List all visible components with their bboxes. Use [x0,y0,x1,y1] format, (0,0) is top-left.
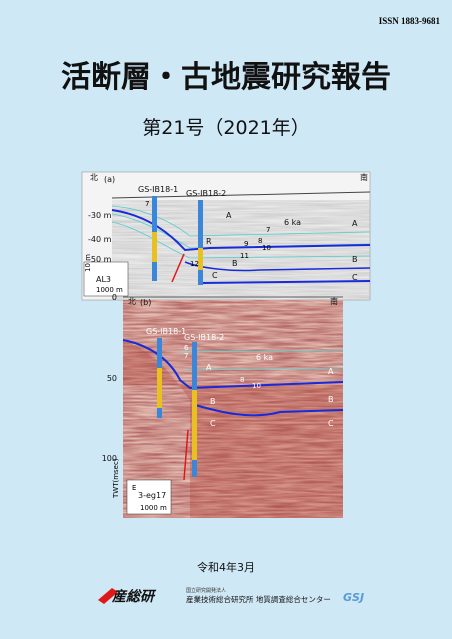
unit-label: C [352,273,358,282]
scale-label: 1000 m [140,504,167,512]
borehole-label: GS-IB18-2 [186,189,226,198]
unit-label: B [352,255,358,264]
unit-label: B [232,259,238,268]
borehole-section [192,390,197,460]
unit-label: C [328,419,334,428]
layer-label: 6 [184,344,189,352]
vscale-label: E [132,484,136,492]
time-label: 100 [102,454,117,463]
logo-mark [98,588,118,604]
issue: 第21号（2021年） [142,117,310,139]
logo: 産総研 [111,588,157,605]
scale-box [83,261,129,297]
borehole-label: GS-IB18-1 [146,327,186,336]
fault-arrow [171,253,185,283]
depth-label: -50 m [88,255,112,264]
panel-label: (a) [104,175,115,184]
vscale-label: 10 m [84,254,92,272]
horizon [179,349,344,371]
unit-label: A [328,367,334,376]
layer-label: 7 [184,352,188,360]
horizon-bold [194,404,344,417]
layer-label: 12 [190,260,199,268]
date: 令和4年3月 [197,560,255,574]
org: 産業技術総合研究所 地質調査総合センター [186,594,331,604]
layer-label: 7 [145,200,149,208]
horizon-bold [111,209,371,252]
org-type: 国立研究開発法人 [186,587,226,594]
unit-label: B [328,395,334,404]
unit-label: R [206,237,212,246]
unit-label: A [206,363,212,372]
layer-label: 9 [244,240,248,248]
label-north: 北 [128,297,136,306]
time-label: 0 [112,293,117,302]
borehole [198,200,203,285]
layer-label: 8 [240,376,244,384]
label-south: 南 [360,172,368,182]
unit-label: A [352,219,358,228]
borehole-section [198,248,203,270]
unit-label: C [212,271,218,280]
depth-label: -40 m [88,235,112,244]
seismic-texture [112,200,370,300]
layer-label: 10 [252,382,261,390]
horizon [111,205,371,237]
scale-box [126,479,172,515]
horizon [111,213,371,249]
borehole-section [152,232,157,262]
age-label: 6 ka [256,353,273,362]
section-label: 3-eg17 [138,491,166,500]
borehole-label: GS-IB18-1 [138,185,178,194]
figure-b: 北 (b) 南 GS-IB18-1 GS-IB18-2 0 50 100 TWT… [102,293,344,518]
axis-label: TWT(msec) [112,458,120,499]
unit-label: B [210,397,216,406]
fault-arrow [183,429,189,481]
issn: ISSN 1883-9681 [379,16,441,26]
unit-label: C [210,419,216,428]
borehole-section [157,368,162,408]
horizon-bold [199,280,371,284]
section-label: AL3 [96,275,111,284]
label-north: 北 [90,173,98,182]
unit-label: A [226,211,232,220]
horizon [111,221,371,259]
gsj-logo: GSJ [343,591,364,604]
depth-label: -30 m [88,211,112,220]
layer-label: 10 [262,244,271,252]
title: 活断層・古地震研究報告 [61,60,391,95]
horizon-bold [122,339,344,390]
scale-label: 1000 m [96,286,123,294]
horizon-bold [184,261,371,272]
panel-label: (b) [140,298,151,307]
layer-label: 11 [240,252,249,260]
layer-label: 8 [258,237,262,245]
figure-a: 北 (a) 南 GS-IB18-1 GS-IB18-2 -30 m -40 m … [81,171,371,301]
time-label: 50 [107,374,117,383]
borehole-label: GS-IB18-2 [184,333,224,342]
age-label: 6 ka [284,218,301,227]
layer-label: 7 [266,226,270,234]
label-south: 南 [330,296,338,306]
